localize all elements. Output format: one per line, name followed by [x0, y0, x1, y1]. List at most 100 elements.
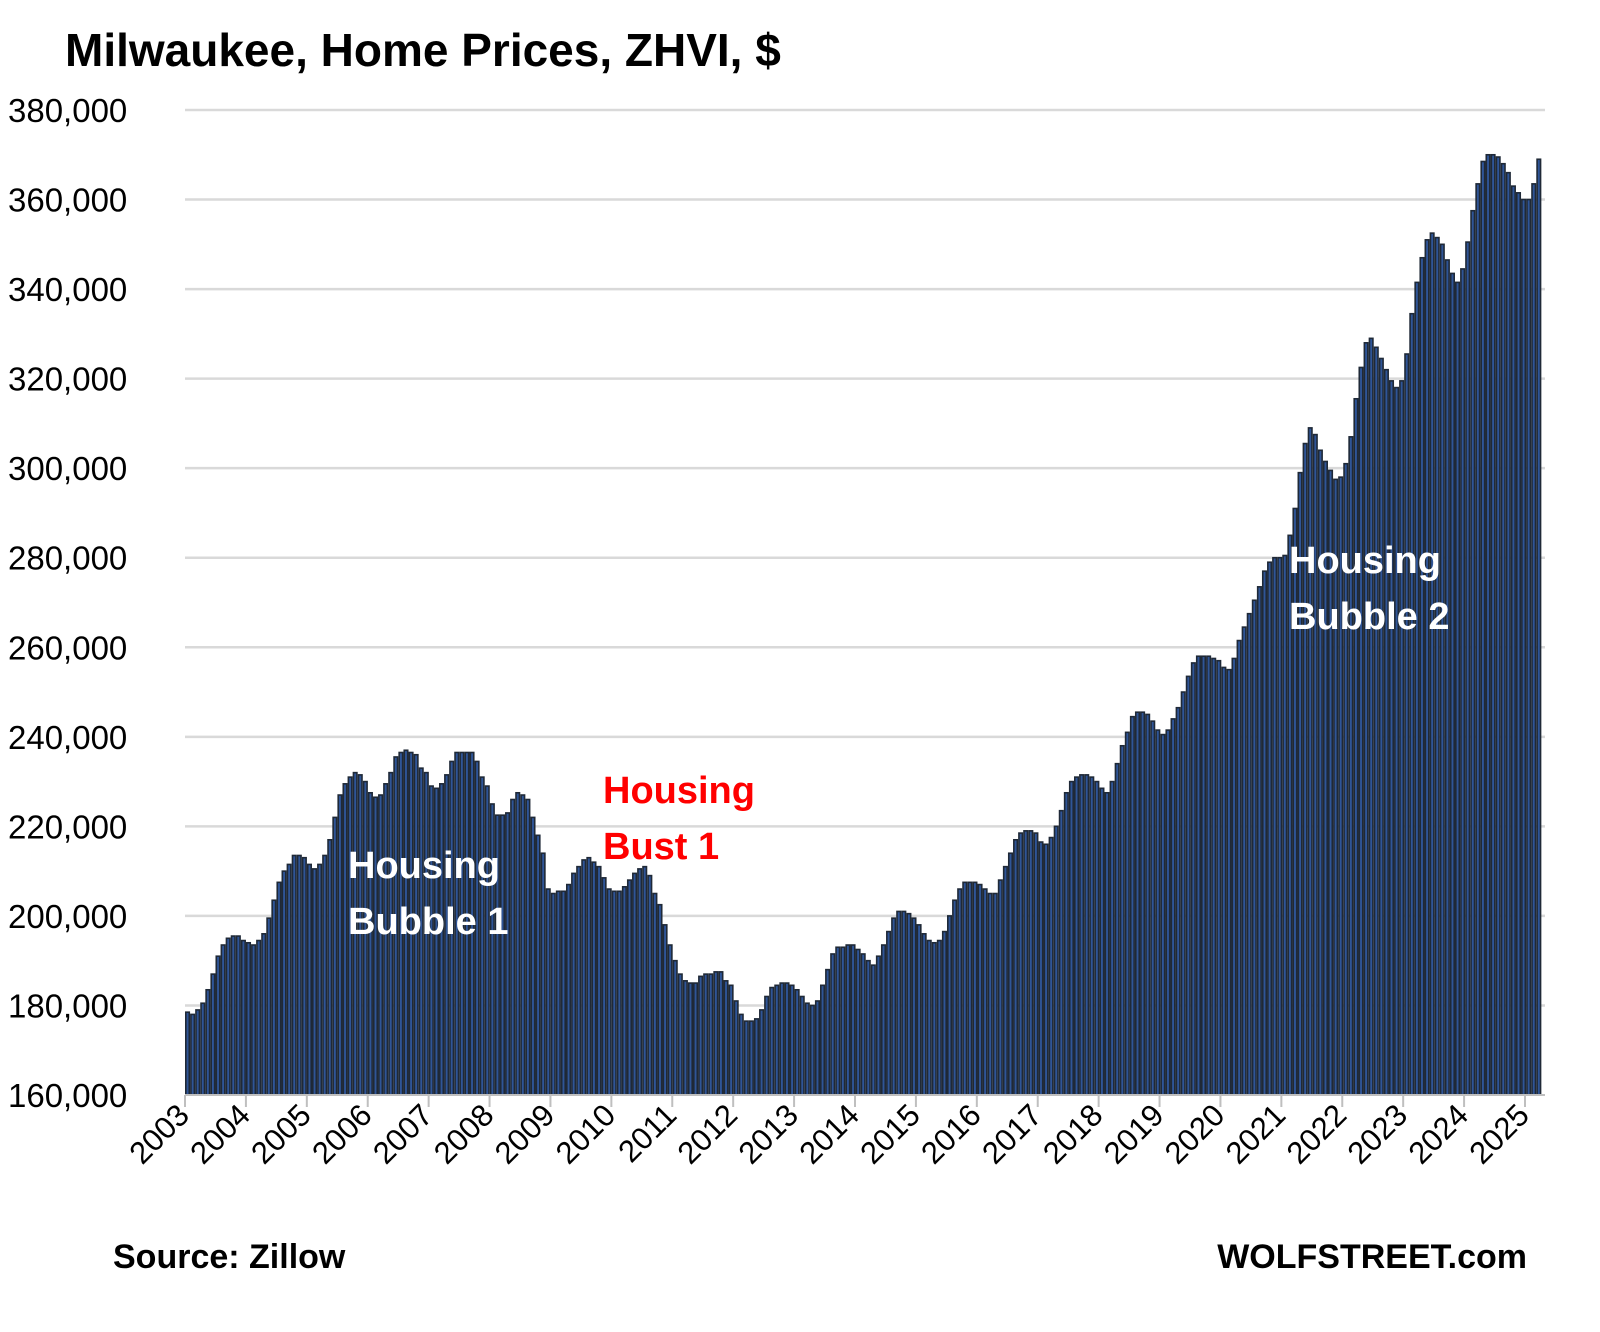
bar: 2014-09: 201000	[896, 910, 902, 1096]
bar: 2024-03: 363500	[1475, 183, 1481, 1096]
bar: 2020-11: 280000	[1272, 556, 1278, 1096]
bar: 2004-03: 194500	[256, 939, 262, 1096]
bar: 2010-02: 205500	[616, 890, 622, 1096]
bar: 2004-07: 207500	[276, 881, 282, 1096]
bar: 2004-06: 203500	[271, 899, 277, 1096]
bar: 2006-02: 226500	[372, 796, 379, 1096]
bar: 2012-02: 178000	[738, 1013, 744, 1096]
bar: 2012-04: 176500	[748, 1020, 754, 1096]
bar: 2016-06: 211000	[1002, 865, 1008, 1096]
bar: 2012-07: 182000	[764, 995, 770, 1096]
bar: 2024-12: 360000	[1521, 198, 1527, 1096]
bar: 2008-05: 226000	[510, 798, 516, 1096]
bar: 2012-05: 177000	[753, 1018, 760, 1096]
bar: 2009-09: 212000	[591, 861, 597, 1096]
bar: 2015-08: 203500	[952, 899, 958, 1096]
source-label: Source: Zillow	[113, 1238, 346, 1276]
x-tick-label: 2014	[792, 1097, 866, 1171]
bar: 2010-04: 208000	[626, 879, 633, 1096]
bar: 2022-09: 322000	[1383, 368, 1389, 1096]
x-axis: 2003200420052006200720082009201020112012…	[122, 1094, 1545, 1171]
x-tick-label: 2012	[671, 1097, 745, 1171]
bar: 2010-12: 193500	[667, 944, 673, 1096]
bar: 2014-11: 200500	[906, 912, 912, 1096]
bar: 2019-07: 256500	[1190, 662, 1196, 1096]
bar: 2019-12: 257000	[1216, 659, 1222, 1096]
bar: 2015-11: 207500	[967, 881, 973, 1096]
bar: 2012-12: 184500	[789, 984, 795, 1096]
bar: 2017-12: 230000	[1094, 780, 1100, 1096]
bar: 2023-10: 343500	[1449, 272, 1455, 1096]
x-tick-label: 2005	[244, 1097, 318, 1171]
bar: 2009-10: 211000	[596, 865, 602, 1096]
bar: 2023-11: 341500	[1455, 281, 1461, 1096]
bar: 2014-10: 201000	[901, 910, 907, 1096]
bar: 2019-04: 246500	[1175, 706, 1181, 1096]
bar: 2015-06: 196500	[941, 930, 947, 1096]
bar: 2017-10: 231500	[1084, 774, 1090, 1096]
bar: 2014-05: 191000	[875, 955, 881, 1096]
bar: 2012-11: 185000	[784, 982, 790, 1096]
bar: 2011-06: 186500	[698, 975, 704, 1096]
annotations: Housing Bubble 1 Housing Bust 1 Housing Bubbl…	[348, 540, 1449, 943]
bar: 2024-05: 370000	[1485, 153, 1491, 1096]
bar: 2016-10: 219000	[1023, 830, 1029, 1096]
bar: 2003-10: 195500	[230, 935, 236, 1096]
bar: 2018-05: 238000	[1119, 744, 1125, 1096]
bar: 2009-11: 208500	[601, 877, 607, 1096]
x-tick-label: 2021	[1219, 1097, 1293, 1171]
x-tick-label: 2011	[611, 1097, 683, 1169]
bar: 2023-02: 334500	[1409, 312, 1415, 1096]
bar: 2010-07: 211000	[642, 865, 648, 1096]
bar: 2013-09: 193000	[835, 946, 841, 1096]
y-tick-label: 340,000	[8, 271, 127, 308]
bar: 2025-01: 360000	[1526, 198, 1532, 1096]
chart-title: Milwaukee, Home Prices, ZHVI, $	[65, 24, 781, 76]
bar: 2016-02: 206000	[982, 888, 988, 1096]
bar: 2013-05: 181000	[814, 1000, 820, 1096]
bar: 2015-02: 196000	[921, 933, 927, 1096]
bar: 2010-09: 205000	[652, 892, 658, 1096]
bar: 2018-03: 230000	[1109, 780, 1115, 1096]
brand-label: WOLFSTREET.com	[1217, 1238, 1527, 1276]
bar: 2009-02: 205500	[555, 890, 561, 1096]
bar: 2015-04: 194000	[931, 941, 937, 1096]
x-tick-label: 2015	[853, 1097, 927, 1171]
x-tick-label: 2008	[427, 1097, 501, 1171]
bar: 2020-12: 280000	[1277, 556, 1283, 1096]
bar: 2003-03: 179000	[195, 1009, 201, 1096]
bar: 2014-06: 193500	[880, 944, 887, 1096]
bar: 2020-08: 273500	[1256, 586, 1262, 1096]
bar: 2011-11: 185500	[723, 980, 729, 1096]
bar: 2012-08: 184000	[769, 986, 775, 1096]
bar: 2022-11: 318000	[1394, 386, 1400, 1096]
bar: 2018-06: 241000	[1124, 731, 1130, 1096]
bar: 2023-08: 350000	[1439, 243, 1445, 1096]
bar: 2024-09: 366000	[1505, 171, 1511, 1096]
bar: 2009-05: 209500	[571, 872, 577, 1096]
bar: 2010-08: 209000	[647, 874, 653, 1096]
bar: 2022-04: 322500	[1358, 366, 1364, 1096]
x-tick-label: 2022	[1280, 1097, 1354, 1171]
bar: 2003-04: 180500	[200, 1002, 206, 1096]
y-tick-label: 320,000	[8, 361, 127, 398]
bar: 2019-03: 244000	[1170, 718, 1176, 1096]
bar: 2014-03: 190000	[865, 959, 871, 1096]
bar: 2009-04: 207000	[565, 883, 572, 1096]
bar: 2004-01: 194000	[245, 941, 252, 1096]
bar: 2013-03: 180500	[804, 1002, 810, 1096]
bar: 2011-03: 185500	[682, 980, 688, 1096]
bar: 2004-08: 210000	[281, 870, 287, 1096]
bar: 2004-05: 199500	[266, 917, 272, 1096]
bar: 2017-06: 227500	[1063, 791, 1069, 1096]
bar: 2023-09: 346500	[1444, 259, 1450, 1096]
x-tick-label: 2010	[549, 1097, 623, 1171]
bar: 2024-08: 368000	[1500, 162, 1506, 1096]
bar: 2019-02: 241500	[1165, 729, 1171, 1096]
bar: 2020-04: 261500	[1236, 639, 1242, 1096]
bar: 2015-01: 198000	[916, 924, 922, 1096]
bar: 2024-01: 350500	[1465, 241, 1471, 1096]
bar: 2003-08: 193500	[220, 944, 226, 1096]
bar: 2018-08: 245500	[1134, 711, 1141, 1096]
bar: 2016-07: 214000	[1007, 852, 1014, 1096]
